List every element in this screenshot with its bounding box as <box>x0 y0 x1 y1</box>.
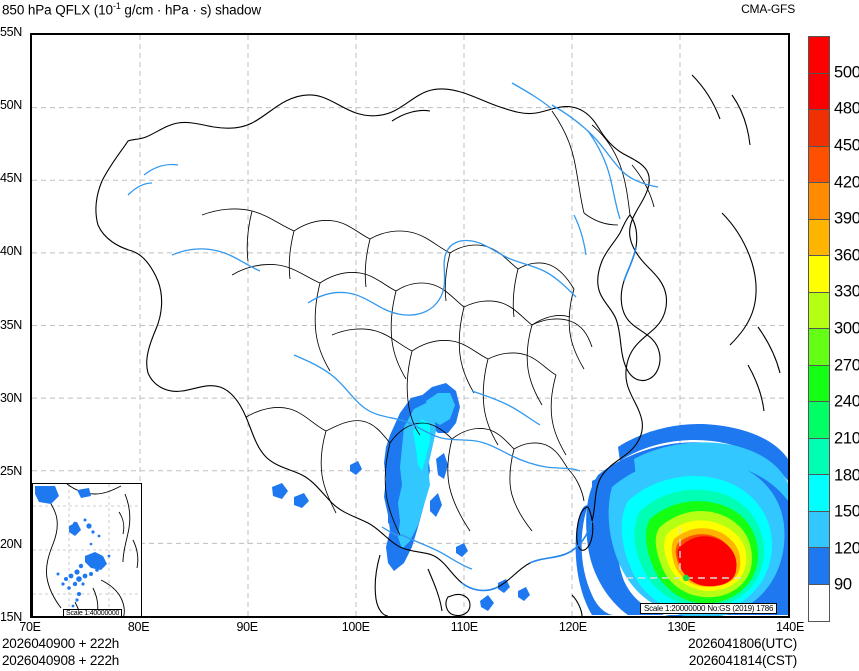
colorbar-band-3 <box>809 146 829 183</box>
colorbar-band-11 <box>809 438 829 475</box>
colorbar-tick-450: 450 <box>834 136 859 155</box>
map-scale-label: Scale 1:20000000 No:GS (2019) 1786 <box>640 603 778 614</box>
colorbar-tick-500: 500 <box>834 63 859 82</box>
coastline-highlight <box>461 246 637 592</box>
x-axis-tick-100E: 100E <box>341 620 370 634</box>
y-axis-tick-55N: 55N <box>0 25 23 39</box>
colorbar-band-15 <box>809 584 829 621</box>
qflx-shading-typhoon <box>575 423 788 616</box>
model-label: CMA-GFS <box>741 2 795 16</box>
colorbar-band-7 <box>809 292 829 329</box>
map-plot-area[interactable]: Scale 1:20000000 No:GS (2019) 1786 <box>30 33 790 618</box>
colorbar-tick-240: 240 <box>834 392 859 411</box>
colorbar-tick-360: 360 <box>834 246 859 265</box>
province-borders <box>201 110 655 536</box>
colorbar-band-14 <box>809 548 829 585</box>
title-text: 850 hPa QFLX (10 <box>2 2 113 18</box>
x-axis-tick-80E: 80E <box>127 620 150 634</box>
footer-valid-utc: 2026041806(UTC) <box>688 636 797 651</box>
inset-qflx-shading <box>35 486 111 608</box>
x-axis-tick-130E: 130E <box>667 620 696 634</box>
y-axis-tick-50N: 50N <box>0 98 23 113</box>
colorbar-tick-210: 210 <box>834 429 859 448</box>
colorbar-band-6 <box>809 256 829 293</box>
y-axis-tick-15N: 15N <box>0 610 23 624</box>
rivers <box>127 82 659 570</box>
colorbar-band-2 <box>809 110 829 147</box>
colorbar-band-10 <box>809 402 829 439</box>
map-clip <box>32 35 788 616</box>
x-axis-tick-70E: 70E <box>19 620 41 634</box>
x-axis-tick-140E: 140E <box>776 620 804 634</box>
x-axis-tick-90E: 90E <box>236 620 258 634</box>
colorbar-tick-90: 90 <box>834 575 852 594</box>
colorbar-band-9 <box>809 365 829 402</box>
y-axis-tick-45N: 45N <box>0 171 23 186</box>
colorbar[interactable] <box>808 36 830 622</box>
x-axis-tick-120E: 120E <box>558 620 587 634</box>
colorbar-band-4 <box>809 183 829 220</box>
colorbar-tick-390: 390 <box>834 209 859 228</box>
colorbar-tick-330: 330 <box>834 282 859 301</box>
colorbar-band-0 <box>809 37 829 74</box>
y-axis-tick-20N: 20N <box>0 536 23 551</box>
page-title: 850 hPa QFLX (10-1 g/cm · hPa · s) shado… <box>2 1 261 18</box>
colorbar-tick-270: 270 <box>834 356 859 375</box>
x-axis-tick-110E: 110E <box>450 620 478 634</box>
footer-init-utc: 2026040900 + 222h <box>2 636 120 651</box>
footer-valid-cst: 2026041814(CST) <box>688 653 797 668</box>
y-axis-tick-35N: 35N <box>0 317 23 332</box>
qflx-shading-inland <box>272 383 610 611</box>
colorbar-band-8 <box>809 329 829 366</box>
inset-map-graphic <box>33 484 141 616</box>
colorbar-tick-150: 150 <box>834 502 859 521</box>
inset-map[interactable]: Scale 1:40000000 <box>32 483 142 616</box>
title-exponent: -1 <box>112 1 121 11</box>
y-axis-tick-30N: 30N <box>0 390 23 405</box>
map-graphic <box>32 35 788 616</box>
colorbar-tick-180: 180 <box>834 466 859 484</box>
colorbar-tick-300: 300 <box>834 319 859 338</box>
y-axis-tick-40N: 40N <box>0 244 23 259</box>
colorbar-tick-420: 420 <box>834 173 859 191</box>
title-units: g/cm · hPa · s) shadow <box>120 2 262 18</box>
footer-init-cst: 2026040908 + 222h <box>2 653 120 668</box>
colorbar-band-12 <box>809 475 829 512</box>
colorbar-tick-480: 480 <box>834 99 859 118</box>
y-axis-tick-25N: 25N <box>0 463 23 478</box>
country-borders <box>95 74 781 616</box>
inset-scale-label: Scale 1:40000000 <box>63 609 123 616</box>
colorbar-band-1 <box>809 73 829 110</box>
colorbar-tick-120: 120 <box>834 539 859 558</box>
colorbar-band-13 <box>809 511 829 548</box>
colorbar-band-5 <box>809 219 829 256</box>
